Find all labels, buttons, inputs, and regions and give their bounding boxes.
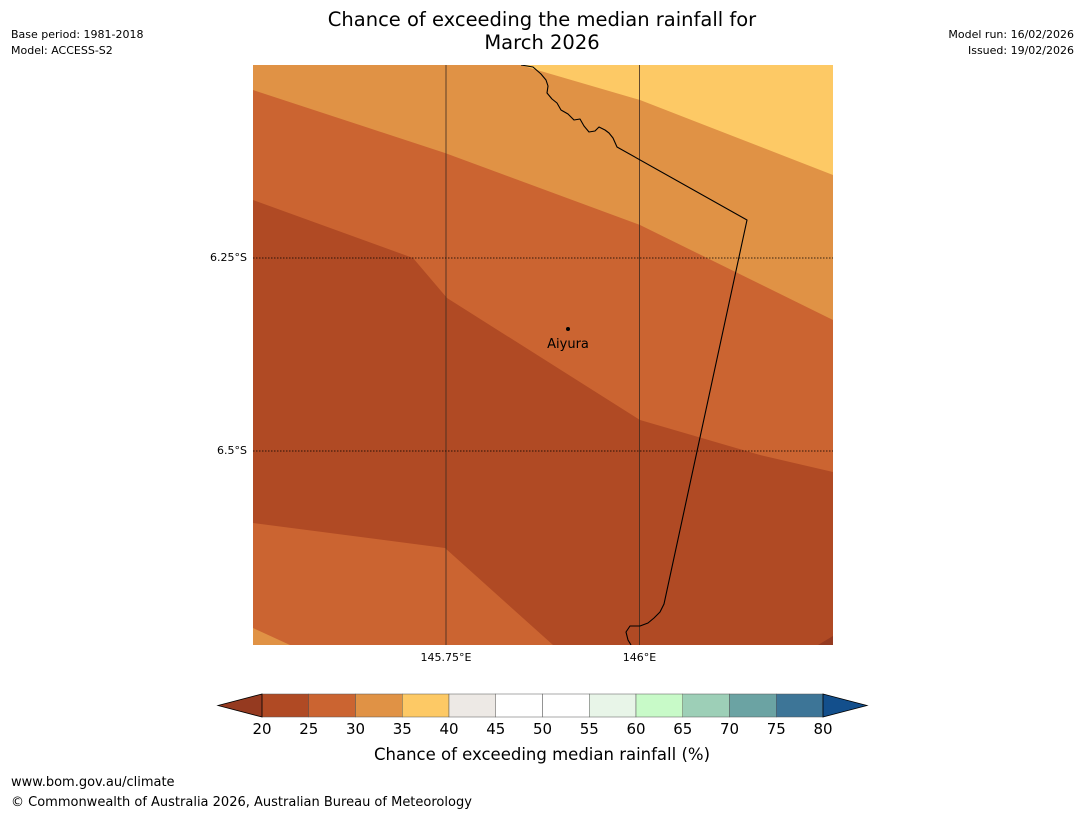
metadata-right: Model run: 16/02/2026 Issued: 19/02/2026 bbox=[948, 27, 1074, 59]
colorbar-tick-label: 35 bbox=[392, 720, 412, 738]
colorbar-cell bbox=[402, 693, 450, 718]
colorbar-tick-label: 80 bbox=[813, 720, 833, 738]
colorbar-cell bbox=[729, 693, 777, 718]
metadata-left: Base period: 1981-2018 Model: ACCESS-S2 bbox=[11, 27, 143, 59]
title-line-2: March 2026 bbox=[484, 31, 600, 54]
colorbar-tick-label: 70 bbox=[719, 720, 740, 738]
model-name: Model: ACCESS-S2 bbox=[11, 44, 113, 57]
band-corner-35 bbox=[253, 628, 290, 645]
colorbar-cell bbox=[495, 693, 543, 718]
colorbar-cell bbox=[589, 693, 637, 718]
colorbar-under-arrow bbox=[216, 693, 263, 718]
colorbar-cell bbox=[635, 693, 683, 718]
colorbar-cells bbox=[261, 693, 824, 718]
model-run: Model run: 16/02/2026 bbox=[948, 28, 1074, 41]
lon-label-145-75: 145.75°E bbox=[420, 651, 472, 664]
lon-label-146: 146°E bbox=[622, 651, 657, 664]
website-url[interactable]: www.bom.gov.au/climate bbox=[11, 775, 175, 790]
colorbar-cell bbox=[682, 693, 730, 718]
band-20-25 bbox=[253, 200, 833, 645]
lat-label-6-25: 6.25°S bbox=[210, 251, 247, 264]
title-line-1: Chance of exceeding the median rainfall … bbox=[327, 8, 757, 31]
colorbar-cell bbox=[448, 693, 496, 718]
colorbar-tick-label: 20 bbox=[252, 720, 272, 738]
colorbar-tick-label: 55 bbox=[579, 720, 599, 738]
colorbar-tick-label: 60 bbox=[626, 720, 646, 738]
location-label: Aiyura bbox=[547, 337, 589, 352]
band-40-45 bbox=[253, 65, 833, 175]
base-period: Base period: 1981-2018 bbox=[11, 28, 144, 41]
province-boundary bbox=[520, 65, 748, 645]
colorbar-tick-label: 30 bbox=[345, 720, 366, 738]
colorbar-tick-label: 50 bbox=[532, 720, 553, 738]
colorbar-tick-label: 40 bbox=[439, 720, 459, 738]
colorbar-cell bbox=[308, 693, 356, 718]
copyright-notice: © Commonwealth of Australia 2026, Austra… bbox=[11, 795, 472, 810]
colorbar-tick-label: 75 bbox=[766, 720, 786, 738]
colorbar-tick-label: 65 bbox=[673, 720, 693, 738]
colorbar bbox=[216, 693, 869, 718]
chart-title: Chance of exceeding the median rainfall … bbox=[242, 8, 842, 54]
colorbar-over-arrow bbox=[822, 693, 869, 718]
colorbar-cell bbox=[355, 693, 403, 718]
colorbar-cell bbox=[776, 693, 824, 718]
band-corner-below-20 bbox=[818, 636, 833, 645]
map-panel: Aiyura bbox=[253, 65, 833, 645]
colorbar-cell bbox=[261, 693, 309, 718]
issued-date: Issued: 19/02/2026 bbox=[967, 44, 1074, 57]
colorbar-cell bbox=[542, 693, 590, 718]
colorbar-tick-label: 45 bbox=[486, 720, 506, 738]
colorbar-label: Chance of exceeding median rainfall (%) bbox=[373, 745, 711, 764]
colorbar-tick-label: 25 bbox=[299, 720, 319, 738]
location-marker bbox=[566, 327, 570, 331]
lat-label-6-5: 6.5°S bbox=[217, 444, 247, 457]
